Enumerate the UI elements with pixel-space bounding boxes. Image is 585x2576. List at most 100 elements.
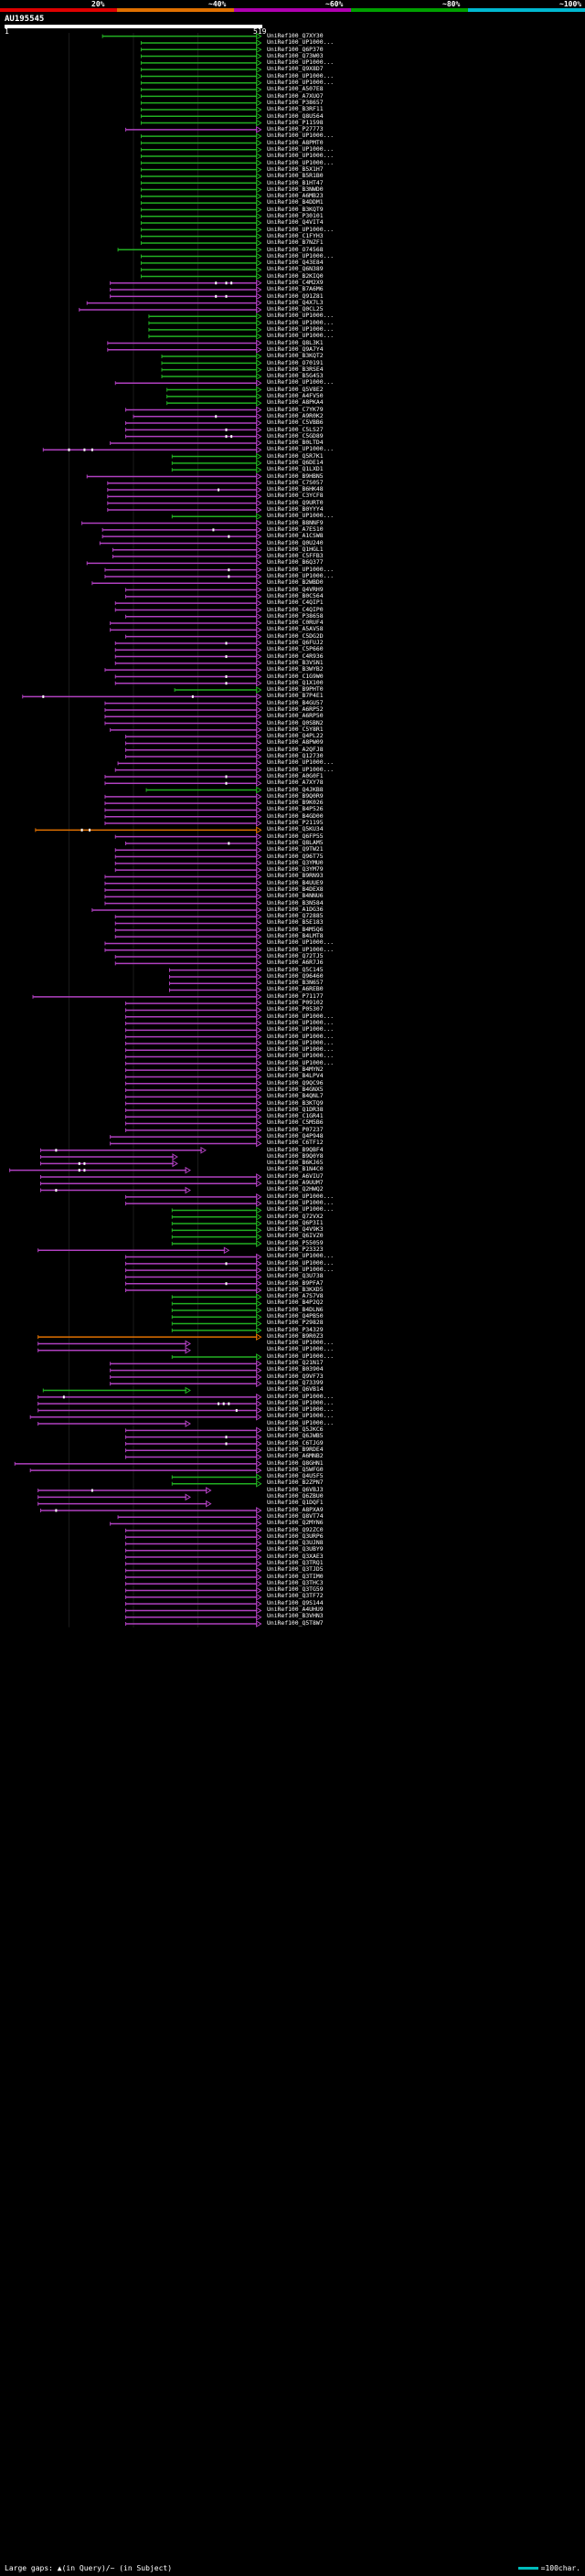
hit-label[interactable]: UniRef100_B0LTD4: [267, 440, 324, 447]
hit-label[interactable]: UniRef100_Q3TG59: [267, 1586, 324, 1594]
hit-label[interactable]: UniRef100_B9R0Z3: [267, 1332, 324, 1340]
hit-label[interactable]: UniRef100_B9HBN5: [267, 472, 324, 480]
hit-label[interactable]: UniRef100_Q1X100: [267, 679, 324, 686]
hit-label[interactable]: UniRef100_UP1000...: [267, 1199, 335, 1206]
hit-label[interactable]: UniRef100_B8NNF9: [267, 519, 324, 526]
hit-label[interactable]: UniRef100_UP1000...: [267, 759, 335, 767]
hit-label[interactable]: UniRef100_UP1000...: [267, 319, 335, 326]
hit-label[interactable]: UniRef100_A5AV58: [267, 626, 324, 633]
hit-label[interactable]: UniRef100_B5G453: [267, 373, 324, 380]
hit-label[interactable]: UniRef100_P71177: [267, 992, 324, 1000]
hit-label[interactable]: UniRef100_Q8VT74: [267, 1512, 324, 1520]
hit-label[interactable]: UniRef100_A6VIU7: [267, 1172, 324, 1180]
hit-label[interactable]: UniRef100_B4NNU6: [267, 893, 324, 900]
hit-label[interactable]: UniRef100_Q4PL22: [267, 733, 324, 740]
hit-label[interactable]: UniRef100_P05307: [267, 1006, 324, 1013]
hit-label[interactable]: UniRef100_Q72VX2: [267, 1213, 324, 1220]
hit-label[interactable]: UniRef100_C0RUF4: [267, 620, 324, 627]
hit-label[interactable]: UniRef100_C4R936: [267, 652, 324, 660]
hit-label[interactable]: UniRef100_B4GNX5: [267, 1086, 324, 1093]
hit-label[interactable]: UniRef100_Q8LAM5: [267, 839, 324, 846]
hit-label[interactable]: UniRef100_UP1000...: [267, 159, 335, 166]
hit-label[interactable]: UniRef100_Q5WFG0: [267, 1466, 324, 1473]
hit-label[interactable]: UniRef100_UP1000...: [267, 1259, 335, 1267]
hit-label[interactable]: UniRef100_C3YCF8: [267, 493, 324, 500]
hit-label[interactable]: UniRef100_B4P2Q2: [267, 1299, 324, 1307]
hit-label[interactable]: UniRef100_A6RP50: [267, 713, 324, 720]
hit-label[interactable]: UniRef100_B5R1B0: [267, 173, 324, 180]
hit-label[interactable]: UniRef100_Q0SBN2: [267, 719, 324, 726]
hit-label[interactable]: UniRef100_Q72TJ5: [267, 952, 324, 959]
hit-label[interactable]: UniRef100_P29828: [267, 1320, 324, 1327]
hit-label[interactable]: UniRef100_C5FFB3: [267, 553, 324, 560]
hit-label[interactable]: UniRef100_B1HT47: [267, 179, 324, 186]
hit-label[interactable]: UniRef100_UP1000...: [267, 446, 335, 453]
hit-label[interactable]: UniRef100_A1CSW8: [267, 533, 324, 540]
hit-label[interactable]: UniRef100_B7P4E1: [267, 693, 324, 700]
hit-label[interactable]: UniRef100_Q3TIM0: [267, 1573, 324, 1580]
hit-label[interactable]: UniRef100_A6MB23: [267, 193, 324, 200]
hit-label[interactable]: UniRef100_C6TJG9: [267, 1439, 324, 1447]
hit-label[interactable]: UniRef100_UP1000...: [267, 153, 335, 160]
hit-label[interactable]: UniRef100_UP1000...: [267, 252, 335, 260]
hit-label[interactable]: UniRef100_A8PMT0: [267, 139, 324, 146]
hit-label[interactable]: UniRef100_Q0CL25: [267, 306, 324, 313]
hit-label[interactable]: UniRef100_B4LMT8: [267, 933, 324, 940]
hit-label[interactable]: UniRef100_B4DDM1: [267, 199, 324, 207]
hit-label[interactable]: UniRef100_UP1000...: [267, 1406, 335, 1414]
hit-label[interactable]: UniRef100_Q5C145: [267, 966, 324, 973]
hit-label[interactable]: UniRef100_Q5V8E2: [267, 386, 324, 393]
hit-label[interactable]: UniRef100_Q6IVZ0: [267, 1233, 324, 1240]
hit-label[interactable]: UniRef100_A7S7V8: [267, 1293, 324, 1300]
hit-label[interactable]: UniRef100_Q9VF73: [267, 1373, 324, 1380]
hit-label[interactable]: UniRef100_A1DG36: [267, 906, 324, 913]
hit-label[interactable]: UniRef100_Q3TJD5: [267, 1566, 324, 1574]
hit-label[interactable]: UniRef100_UP1000...: [267, 1413, 335, 1420]
hit-label[interactable]: UniRef100_B2KIQ0: [267, 272, 324, 280]
hit-label[interactable]: UniRef100_A9UUM7: [267, 1180, 324, 1187]
hit-label[interactable]: UniRef100_Q5JKC6: [267, 1426, 324, 1434]
hit-label[interactable]: UniRef100_B3N584: [267, 899, 324, 906]
hit-label[interactable]: UniRef100_UP1000...: [267, 1193, 335, 1200]
hit-label[interactable]: UniRef100_B4QNL7: [267, 1093, 324, 1100]
hit-label[interactable]: UniRef100_A2QFJ8: [267, 746, 324, 753]
hit-label[interactable]: UniRef100_B3RSE4: [267, 366, 324, 373]
hit-label[interactable]: UniRef100_UP1000...: [267, 326, 335, 334]
hit-label[interactable]: UniRef100_Q73399: [267, 1379, 324, 1386]
hit-label[interactable]: UniRef100_A0G0F1: [267, 772, 324, 779]
hit-label[interactable]: UniRef100_B3NWD0: [267, 186, 324, 193]
hit-label[interactable]: UniRef100_Q1LXD1: [267, 466, 324, 473]
hit-label[interactable]: UniRef100_UP1000...: [267, 133, 335, 140]
hit-label[interactable]: UniRef100_C4QIP0: [267, 606, 324, 613]
hit-label[interactable]: UniRef100_B0YYY4: [267, 506, 324, 514]
hit-label[interactable]: UniRef100_Q96460: [267, 972, 324, 980]
hit-label[interactable]: UniRef100_C4M2X9: [267, 279, 324, 286]
hit-label[interactable]: UniRef100_B6Q377: [267, 559, 324, 567]
hit-label[interactable]: UniRef100_Q4U5F5: [267, 1473, 324, 1480]
hit-label[interactable]: UniRef100_O70191: [267, 359, 324, 366]
hit-label[interactable]: UniRef100_UP1000...: [267, 566, 335, 573]
hit-label[interactable]: UniRef100_B03904: [267, 1366, 324, 1373]
hit-label[interactable]: UniRef100_Q3URP6: [267, 1532, 324, 1540]
hit-label[interactable]: UniRef100_UP1000...: [267, 1266, 335, 1273]
hit-label[interactable]: UniRef100_P27773: [267, 126, 324, 133]
hit-label[interactable]: UniRef100_UP1000...: [267, 1352, 335, 1360]
hit-label[interactable]: UniRef100_B4GU57: [267, 699, 324, 706]
hit-label[interactable]: UniRef100_UP1000...: [267, 1046, 335, 1054]
hit-label[interactable]: UniRef100_Q6DE14: [267, 460, 324, 466]
hit-label[interactable]: UniRef100_Q3UJN8: [267, 1540, 324, 1547]
hit-label[interactable]: UniRef100_UP1000...: [267, 1033, 335, 1040]
hit-label[interactable]: UniRef100_Q9A7Y4: [267, 345, 324, 353]
hit-label[interactable]: UniRef100_Q4VRH9: [267, 586, 324, 593]
hit-label[interactable]: UniRef100_Q6VBJ3: [267, 1486, 324, 1493]
hit-label[interactable]: UniRef100_B0C564: [267, 592, 324, 599]
hit-label[interactable]: UniRef100_B4LPV4: [267, 1073, 324, 1080]
hit-label[interactable]: UniRef100_Q4P948: [267, 1132, 324, 1140]
hit-label[interactable]: UniRef100_A7XUO7: [267, 92, 324, 100]
hit-label[interactable]: UniRef100_UP1000...: [267, 39, 335, 47]
hit-label[interactable]: UniRef100_B4DEX8: [267, 886, 324, 893]
hit-label[interactable]: UniRef100_C5GD89: [267, 432, 324, 440]
hit-label[interactable]: UniRef100_UP1000...: [267, 333, 335, 340]
hit-label[interactable]: UniRef100_P38658: [267, 612, 324, 620]
hit-label[interactable]: UniRef100_Q6JWB5: [267, 1433, 324, 1440]
